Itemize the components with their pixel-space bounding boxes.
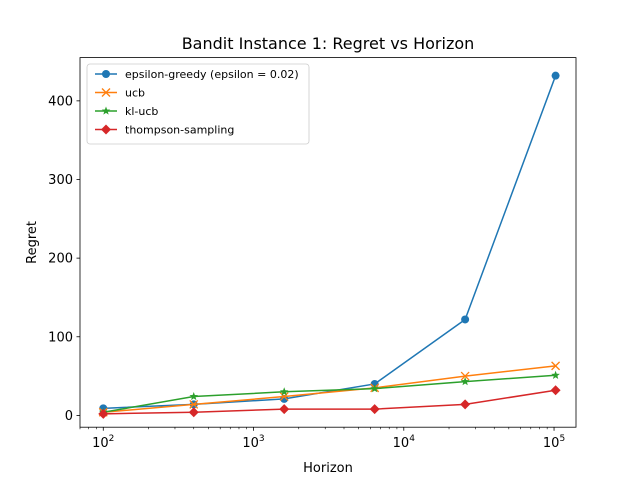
data-point [369, 404, 380, 415]
legend: epsilon-greedy (epsilon = 0.02) ucb kl-ucb… [86, 63, 310, 145]
data-point [102, 70, 110, 78]
y-axis-title: Regret [25, 221, 40, 264]
legend-item: epsilon-greedy (epsilon = 0.02) [95, 68, 299, 81]
x-tick-label: 102 [92, 434, 114, 451]
series-line [103, 389, 556, 415]
chart-title: Bandit Instance 1: Regret vs Horizon [182, 34, 475, 53]
legend-item: ucb [95, 87, 145, 100]
x-axis-title: Horizon [303, 461, 353, 476]
data-point [370, 384, 379, 393]
legend-item: thompson-sampling [95, 124, 234, 137]
x-tick-label: 105 [543, 434, 565, 451]
data-point [461, 315, 470, 324]
data-point [550, 385, 561, 396]
legend-label: epsilon-greedy (epsilon = 0.02) [125, 68, 299, 81]
y-tick-label: 400 [48, 94, 73, 109]
data-point [460, 371, 470, 381]
x-tick-label: 104 [393, 434, 416, 451]
data-point [551, 361, 561, 371]
data-point [101, 106, 111, 115]
legend-label: thompson-sampling [125, 124, 234, 137]
y-tick-label: 0 [65, 409, 73, 424]
data-point [98, 408, 109, 419]
y-axis: 0 100 200 300 400 [48, 94, 80, 424]
data-point [460, 377, 470, 386]
series-line [103, 365, 556, 414]
series-layer [98, 71, 561, 419]
data-point [279, 392, 289, 401]
series-thompson-sampling [98, 385, 561, 419]
data-point [279, 404, 290, 415]
data-point [189, 399, 199, 409]
y-tick-label: 100 [48, 330, 73, 345]
data-point [101, 88, 111, 97]
data-point [551, 370, 560, 379]
data-point [101, 124, 111, 135]
data-point [460, 399, 471, 410]
legend-box [86, 63, 310, 145]
x-axis: 102 103 104 105 [79, 427, 565, 451]
legend-label: kl-ucb [125, 105, 158, 118]
data-point [188, 407, 199, 418]
legend-label: ucb [125, 87, 145, 100]
plot-area-frame [79, 57, 577, 428]
series-line [103, 374, 556, 413]
series-ucb [98, 361, 561, 417]
data-point [551, 71, 560, 80]
y-tick-label: 300 [48, 173, 73, 188]
y-tick-label: 200 [48, 252, 73, 267]
legend-item: kl-ucb [95, 105, 158, 118]
x-tick-label: 103 [242, 434, 264, 451]
data-point [279, 387, 289, 396]
data-point [189, 392, 199, 401]
